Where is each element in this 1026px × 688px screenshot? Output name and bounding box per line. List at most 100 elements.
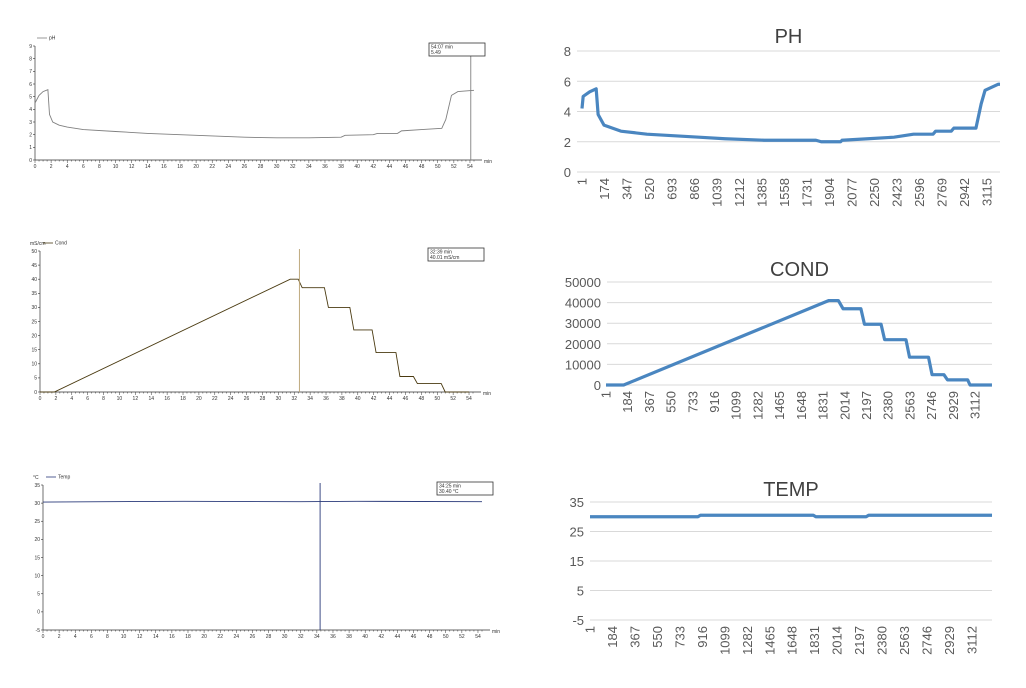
x-tick-label: 44 [387, 396, 393, 402]
y-tick-label: 0 [34, 390, 37, 396]
x-tick-label: 30 [282, 634, 288, 640]
y-tick-label: 50 [31, 249, 37, 255]
y-axis-label: °C [33, 475, 39, 481]
x-tick-label: 367 [642, 391, 657, 413]
x-tick-label: 2929 [942, 626, 957, 655]
x-tick-label: 3112 [968, 391, 983, 419]
x-tick-label: 50 [435, 164, 441, 170]
x-tick-label: 42 [371, 396, 377, 402]
x-tick-label: 2929 [946, 391, 961, 420]
y-tick-label: 25 [570, 525, 584, 540]
x-tick-label: 32 [291, 396, 297, 402]
x-tick-label: 14 [145, 164, 151, 170]
x-tick-label: 1385 [755, 178, 770, 207]
x-tick-label: 20 [201, 634, 207, 640]
x-tick-label: 32 [298, 634, 304, 640]
x-tick-label: 0 [34, 164, 37, 170]
x-tick-label: 26 [242, 164, 248, 170]
x-tick-label: 0 [39, 396, 42, 402]
x-tick-label: 2746 [920, 626, 935, 655]
y-tick-label: 5 [34, 376, 37, 382]
x-tick-label: 1282 [740, 626, 755, 655]
x-tick-label: 1558 [777, 178, 792, 207]
x-tick-label: 50 [434, 396, 440, 402]
cursor-value: 30.40 °C [439, 489, 459, 495]
x-tick-label: 3115 [980, 178, 995, 206]
y-tick-label: 4 [564, 105, 571, 120]
x-tick-label: 38 [346, 634, 352, 640]
x-tick-label: 38 [338, 164, 344, 170]
y-tick-label: 20 [34, 537, 40, 543]
y-tick-label: 1 [29, 145, 32, 151]
x-tick-label: 1465 [762, 626, 777, 655]
x-tick-label: 24 [228, 396, 234, 402]
x-tick-label: 733 [685, 391, 700, 413]
x-tick-label: 2563 [897, 626, 912, 655]
cursor-value: 5.49 [431, 50, 441, 56]
y-tick-label: 6 [564, 74, 571, 89]
x-tick-label: 24 [234, 634, 240, 640]
x-tick-label: 20 [193, 164, 199, 170]
y-tick-label: 35 [31, 291, 37, 297]
x-tick-label: 2 [58, 634, 61, 640]
x-tick-label: 1904 [822, 178, 837, 207]
y-tick-label: 4 [29, 107, 32, 113]
y-tick-label: 3 [29, 120, 32, 126]
x-tick-label: 2197 [852, 626, 867, 655]
x-axis-label: min [484, 159, 492, 165]
x-tick-label: 12 [129, 164, 135, 170]
legend-label: Temp [58, 475, 70, 481]
y-tick-label: 40000 [565, 296, 601, 311]
spreadsheet-chart-ph: PH 0 2 4 6 8 1 174 347 520 693 866 1039 1212 1385 1558 1… [564, 26, 1001, 207]
x-tick-label: 1282 [750, 391, 765, 420]
x-tick-label: 8 [98, 164, 101, 170]
cursor-value: 40.01 mS/cm [430, 255, 459, 261]
x-tick-label: 18 [180, 396, 186, 402]
x-tick-label: 44 [395, 634, 401, 640]
y-tick-label: 15 [34, 555, 40, 561]
x-tick-label: 36 [322, 164, 328, 170]
x-tick-label: 14 [153, 634, 159, 640]
x-tick-label: 693 [665, 178, 680, 200]
y-tick-label: 35 [570, 495, 584, 510]
y-tick-label: 8 [29, 56, 32, 62]
x-tick-label: 42 [371, 164, 377, 170]
x-tick-label: 2380 [881, 391, 896, 420]
legend-label: Cond [55, 241, 67, 247]
y-tick-label: -5 [572, 613, 584, 628]
x-tick-label: 2 [50, 164, 53, 170]
x-tick-label: 347 [620, 178, 635, 200]
x-tick-label: 42 [379, 634, 385, 640]
x-tick-label: 2250 [867, 178, 882, 207]
x-tick-label: 54 [467, 164, 473, 170]
x-tick-label: 10 [121, 634, 127, 640]
y-tick-label: 30 [31, 305, 37, 311]
y-tick-label: 25 [31, 319, 37, 325]
y-tick-label: 10000 [565, 357, 601, 372]
x-tick-label: 2197 [859, 391, 874, 420]
x-tick-label: 2746 [924, 391, 939, 420]
x-tick-label: 1731 [800, 178, 815, 207]
x-tick-label: 40 [355, 396, 361, 402]
x-tick-label: 22 [209, 164, 215, 170]
y-tick-label: 2 [29, 132, 32, 138]
x-tick-label: 40 [362, 634, 368, 640]
x-tick-label: 550 [664, 391, 679, 413]
cursor-time: 34:25 min [439, 484, 461, 490]
x-tick-label: 52 [459, 634, 465, 640]
x-tick-label: 6 [82, 164, 85, 170]
series-line [580, 82, 1001, 144]
x-tick-label: 4 [66, 164, 69, 170]
x-tick-label: 16 [164, 396, 170, 402]
x-tick-label: 2563 [902, 391, 917, 420]
x-tick-label: 46 [403, 396, 409, 402]
x-tick-label: 36 [330, 634, 336, 640]
y-tick-label: 5 [577, 584, 584, 599]
x-tick-label: 18 [185, 634, 191, 640]
x-tick-label: 733 [672, 626, 687, 648]
x-tick-label: 1 [575, 178, 590, 185]
y-tick-label: 5 [37, 592, 40, 598]
spreadsheet-chart-temp: TEMP -5 5 15 25 35 1 184 367 550 733 916 1099 1282 146… [570, 479, 993, 655]
y-tick-label: 0 [564, 165, 571, 180]
